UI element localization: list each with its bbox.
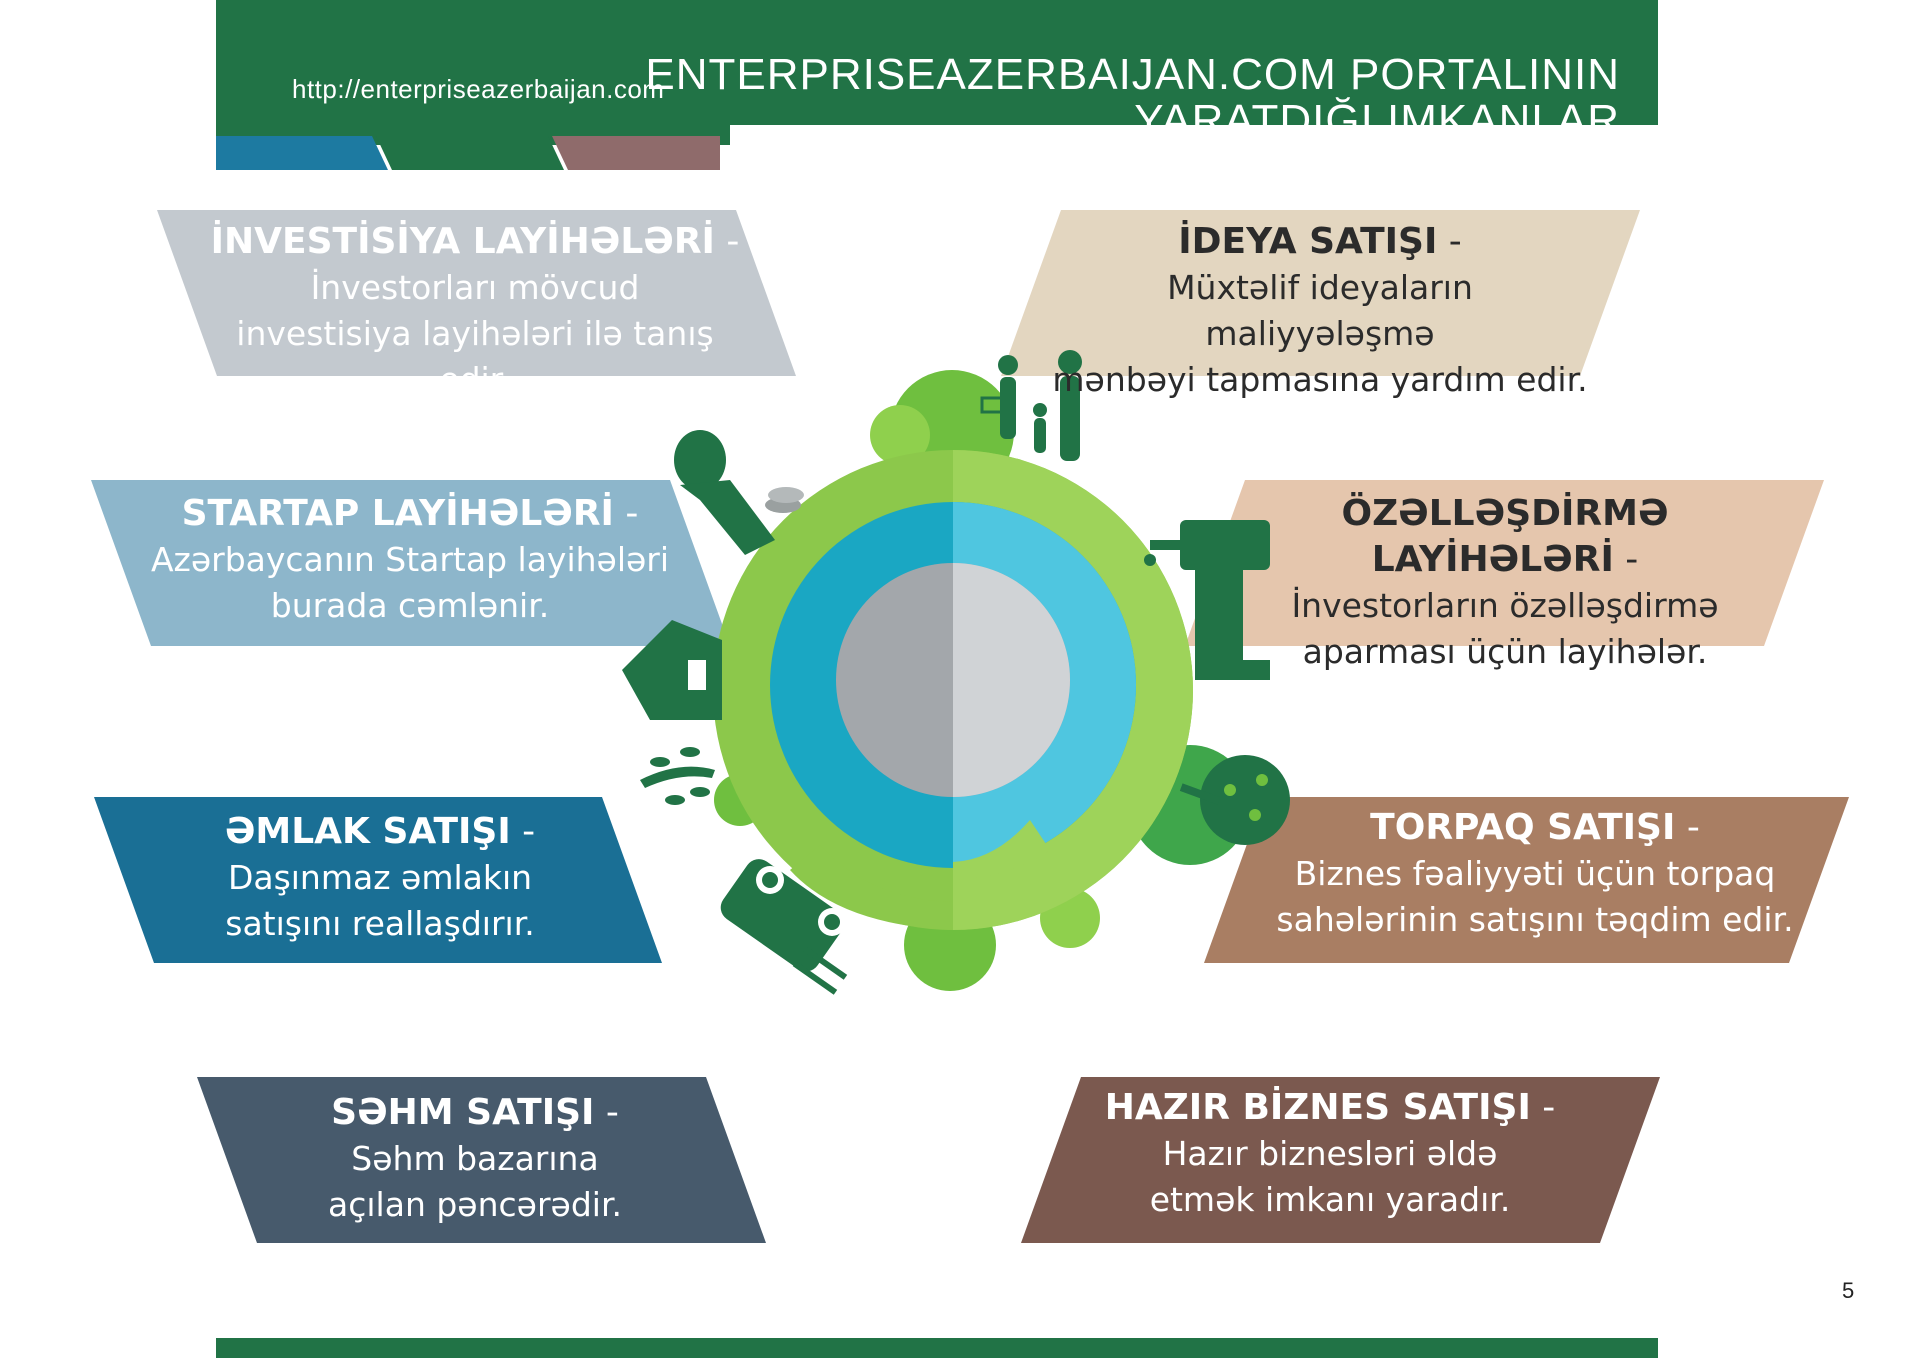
- card-bg-ideya: [1001, 210, 1640, 376]
- card-text-line2: açılan pəncərədir.: [328, 1185, 622, 1224]
- card-text-line2: burada cəmlənir.: [270, 586, 550, 625]
- construction-machine-icon: [1144, 520, 1270, 680]
- card-bg-torpaq: [1204, 797, 1849, 963]
- card-dash: -: [1530, 1087, 1556, 1128]
- portal-url[interactable]: http://enterpriseazerbaijan.com: [292, 74, 665, 104]
- card-bg-ozellesdirme: [1185, 480, 1824, 646]
- card-heading-text: TORPAQ SATIŞI: [1370, 807, 1676, 848]
- card-heading: İNVESTİSİYA LAYİHƏLƏRİ -: [205, 219, 745, 265]
- card-heading: ƏMLAK SATIŞI -: [135, 809, 625, 855]
- card-dash: -: [1613, 539, 1639, 580]
- card-investisiya[interactable]: İNVESTİSİYA LAYİHƏLƏRİ - İnvestorları mö…: [205, 219, 745, 403]
- card-text-line2: sahələrinin satışını təqdim edir.: [1276, 900, 1794, 939]
- card-text-line1: Biznes fəaliyyəti üçün torpaq: [1294, 854, 1776, 893]
- card-text-line1: Daşınmaz əmlakın: [227, 858, 533, 897]
- card-dash: -: [1437, 221, 1462, 262]
- card-text-line2: aparması üçün layihələr.: [1302, 632, 1708, 671]
- card-text-line2: investisiya layihələri ilə tanış edir.: [236, 314, 714, 399]
- card-heading-text: ÖZƏLLƏŞDİRMƏ LAYİHƏLƏRİ: [1341, 493, 1669, 580]
- card-heading: ÖZƏLLƏŞDİRMƏ LAYİHƏLƏRİ -: [1225, 491, 1785, 583]
- stripe-mauve: [552, 136, 720, 170]
- card-bg-hazir: [1021, 1077, 1660, 1243]
- card-text-line1: Hazır biznesləri əldə: [1162, 1134, 1498, 1173]
- card-hazir[interactable]: HAZIR BİZNES SATIŞI - Hazır biznesləri ə…: [1060, 1085, 1600, 1223]
- card-sehm[interactable]: SƏHM SATIŞI - Səhm bazarına açılan pəncə…: [230, 1090, 720, 1228]
- card-bg-startap: [91, 480, 730, 646]
- car-icon: [720, 859, 848, 995]
- card-dash: -: [594, 1092, 619, 1133]
- card-bg-emlak: [94, 797, 662, 963]
- header-bar: [216, 0, 1658, 125]
- card-dash: -: [613, 493, 639, 534]
- page-title-line2: YARATDIĞI IMKANLAR: [1134, 96, 1620, 145]
- card-heading-text: STARTAP LAYİHƏLƏRİ: [181, 493, 614, 534]
- card-bg-sehm: [197, 1077, 766, 1243]
- card-heading-text: İNVESTİSİYA LAYİHƏLƏRİ: [210, 221, 715, 262]
- card-text-line2: etmək imkanı yaradır.: [1149, 1180, 1511, 1219]
- card-heading-text: SƏHM SATIŞI: [331, 1092, 595, 1133]
- card-heading: HAZIR BİZNES SATIŞI -: [1060, 1085, 1600, 1131]
- footer-bar: [216, 1338, 1658, 1358]
- stripe-blue: [216, 136, 388, 170]
- card-text-line2: satışını reallaşdırır.: [225, 904, 535, 943]
- tree-sprout-icon: [640, 747, 715, 805]
- card-text-line1: Səhm bazarına: [351, 1139, 599, 1178]
- card-text-line1: Müxtəlif ideyaların maliyyələşmə: [1167, 268, 1473, 353]
- stripe-green: [376, 136, 564, 170]
- card-dash: -: [1675, 807, 1700, 848]
- page-title-line1: ENTERPRISEAZERBAIJAN.COM PORTALININ: [645, 50, 1620, 99]
- color-stripes: [216, 136, 720, 170]
- card-startap[interactable]: STARTAP LAYİHƏLƏRİ - Azərbaycanın Starta…: [140, 491, 680, 629]
- card-text-line1: Azərbaycanın Startap layihələri: [150, 540, 670, 579]
- card-text-line2: mənbəyi tapmasına yardım edir.: [1052, 360, 1588, 399]
- card-heading: TORPAQ SATIŞI -: [1245, 805, 1825, 851]
- card-emlak[interactable]: ƏMLAK SATIŞI - Daşınmaz əmlakın satışını…: [135, 809, 625, 947]
- card-bg-investisiya: [157, 210, 796, 376]
- card-heading: STARTAP LAYİHƏLƏRİ -: [140, 491, 680, 537]
- card-torpaq[interactable]: TORPAQ SATIŞI - Biznes fəaliyyəti üçün t…: [1245, 805, 1825, 943]
- page-number: 5: [1842, 1278, 1855, 1303]
- card-text-line1: İnvestorların özəlləşdirmə: [1291, 586, 1719, 625]
- card-text-line1: İnvestorları mövcud: [310, 268, 640, 307]
- woman-with-coins-icon: [674, 430, 804, 555]
- card-heading-text: HAZIR BİZNES SATIŞI: [1104, 1087, 1531, 1128]
- card-heading: İDEYA SATIŞI -: [1050, 219, 1590, 265]
- card-ideya[interactable]: İDEYA SATIŞI - Müxtəlif ideyaların maliy…: [1050, 219, 1590, 403]
- card-ozellesdirme[interactable]: ÖZƏLLƏŞDİRMƏ LAYİHƏLƏRİ - İnvestorların …: [1225, 491, 1785, 675]
- apple-tree-icon: [1179, 755, 1290, 845]
- card-dash: -: [714, 221, 740, 262]
- card-dash: -: [510, 811, 536, 852]
- page-title: ENTERPRISEAZERBAIJAN.COM PORTALININ YARA…: [645, 52, 1620, 144]
- card-heading-text: ƏMLAK SATIŞI: [224, 811, 511, 852]
- card-heading-text: İDEYA SATIŞI: [1178, 221, 1438, 262]
- card-heading: SƏHM SATIŞI -: [230, 1090, 720, 1136]
- family-silhouette-icon: [980, 350, 1082, 461]
- house-icon: [622, 620, 722, 720]
